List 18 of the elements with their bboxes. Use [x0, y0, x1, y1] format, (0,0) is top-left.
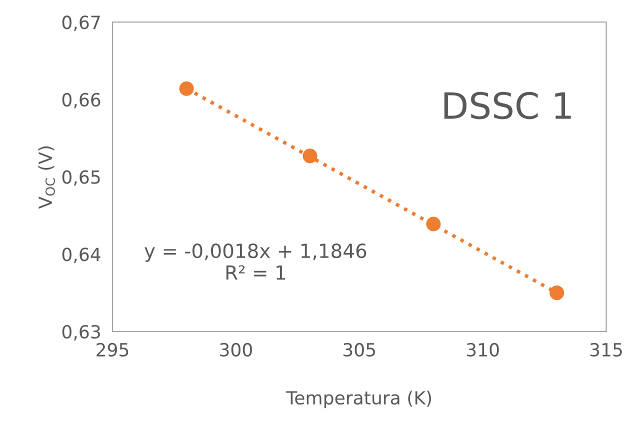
point: [550, 286, 564, 300]
x-tick-label: 295: [96, 342, 128, 357]
point: [302, 148, 318, 164]
x-tick-label: 315: [590, 342, 622, 357]
y-axis-title: V$_{OC}$ (V): [38, 146, 55, 209]
x-tick-label: 300: [220, 342, 252, 357]
x-axis-title: Temperatura (K): [286, 390, 432, 408]
point: [426, 216, 441, 232]
y-tick-label: 0,67: [62, 16, 100, 32]
y-tick-label: 0,65: [62, 170, 100, 186]
y-tick-label: 0,64: [62, 248, 100, 264]
point: [179, 81, 194, 96]
annotation: y = -0,0018x + 1,1846 R² = 1: [144, 243, 366, 280]
y-tick-label: 0,63: [62, 324, 100, 340]
y-tick-label: 0,66: [62, 92, 100, 108]
x-tick-label: 310: [466, 342, 499, 357]
x-tick-label: 305: [344, 342, 376, 357]
text: DSSC 1: [444, 92, 571, 120]
